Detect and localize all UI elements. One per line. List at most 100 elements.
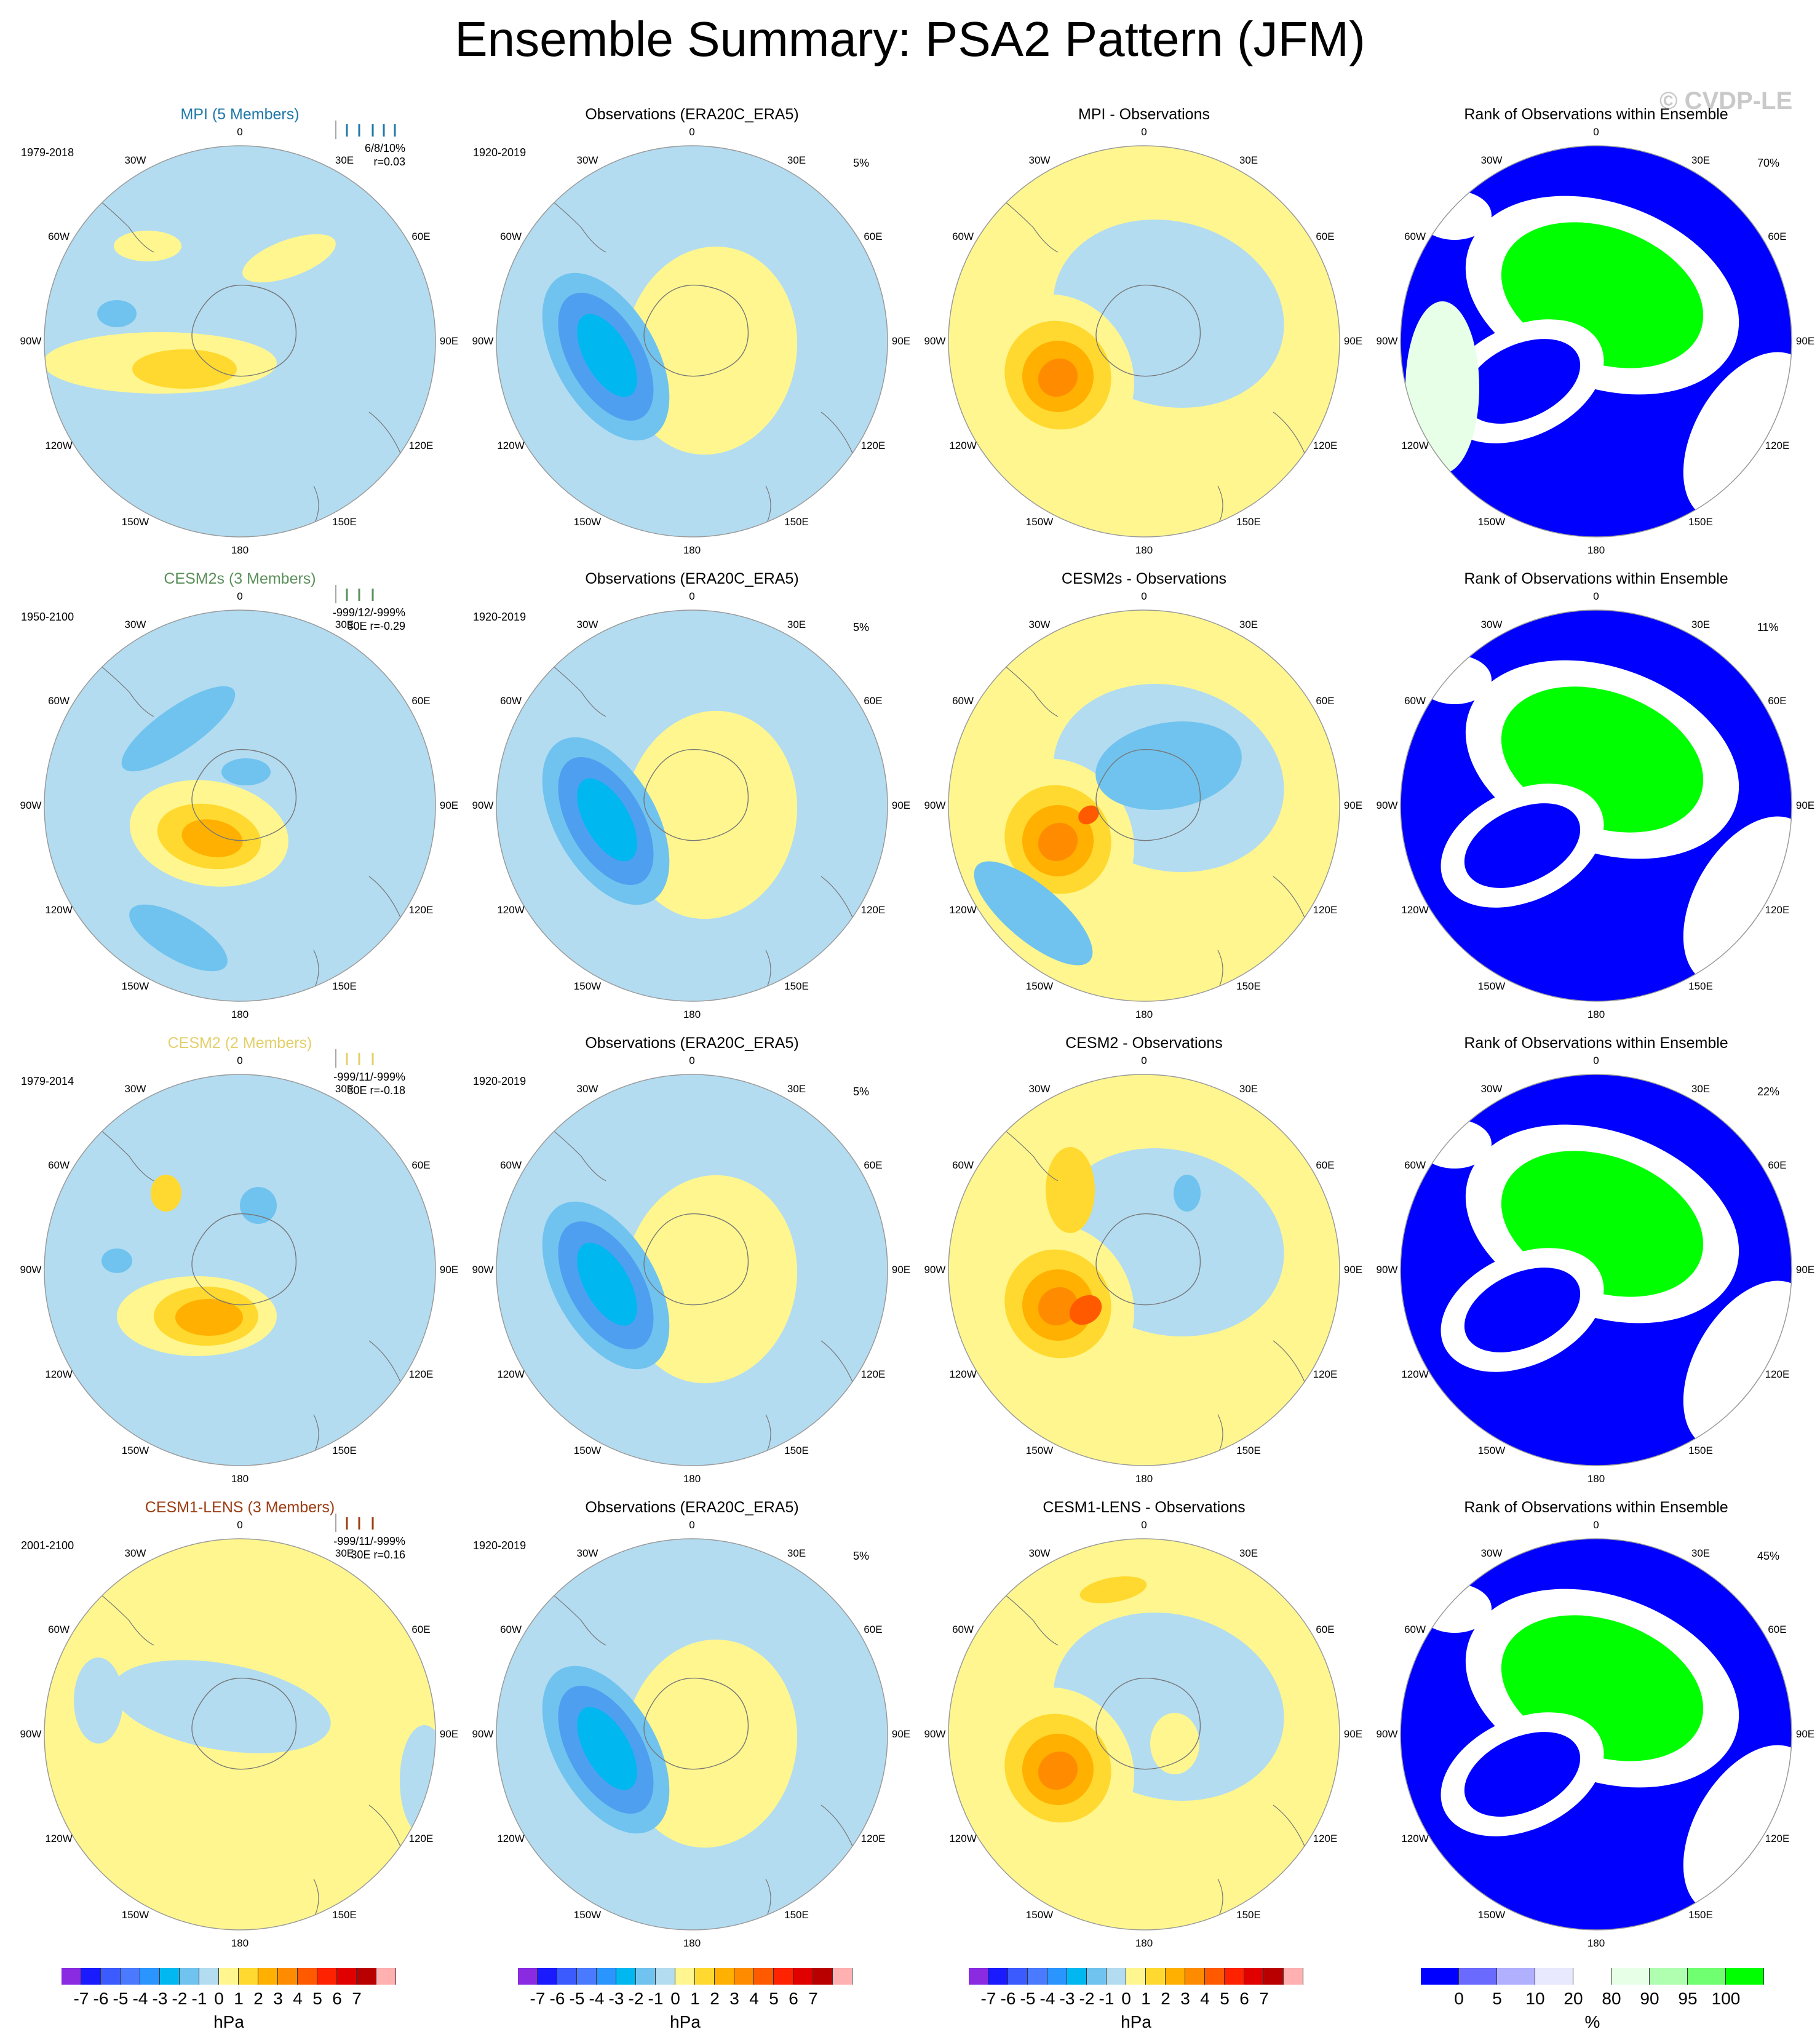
anomaly-contour [1150,1713,1199,1774]
rank-map [1400,1074,1792,1466]
longitude-label: 180 [231,1473,249,1485]
longitude-label: 60E [864,695,883,707]
longitude-label: 120W [497,440,525,451]
longitude-label: 30E [787,618,806,630]
rank-map [1400,1538,1792,1931]
longitude-label: 150E [1688,980,1713,993]
longitude-label: 60E [411,1624,431,1635]
colorbar-tick-label: 3 [729,1989,739,2008]
model-panel: 0 30E 60E 90E 120E 150E 180 150W 120W 90W 60W 30W CE… [20,557,459,1020]
model-map [44,1538,436,1931]
longitude-label: 60W [952,1159,974,1171]
period-label: 2001-2100 [21,1539,74,1552]
longitude-label: 180 [1587,1473,1605,1485]
longitude-label: 150W [573,516,602,528]
longitude-label: 0 [1141,1519,1147,1531]
longitude-label: 60W [952,695,974,707]
colorbar-box [317,1968,337,1985]
longitude-label: 0 [689,126,695,138]
longitude-label: 180 [1587,1009,1605,1020]
anomaly-contour [221,758,271,785]
longitude-label: 120E [408,1833,434,1844]
longitude-label: 90W [924,335,946,347]
longitude-label: 0 [1141,126,1147,138]
anomaly-contour [577,314,637,397]
colorbar-box [577,1968,597,1985]
panel-title: CESM1-LENS (3 Members) [145,1499,335,1516]
longitude-label: 180 [1135,1473,1153,1485]
colorbar-box [1244,1968,1264,1985]
longitude-label: 90E [439,800,459,811]
model-panel: 0 30E 60E 90E 120E 150E 180 150W 120W 90W 60W 30W CE… [20,1021,459,1485]
colorbar-tick-label: -6 [93,1989,109,2008]
colorbar-tick-label: -1 [191,1989,207,2008]
longitude-label: 120W [45,904,73,916]
longitude-label: 60E [411,695,431,707]
colorbar-tick-label: -3 [1059,1989,1075,2008]
anomaly-contour [974,861,1093,966]
colorbar-box [1650,1968,1688,1985]
longitude-label: 180 [683,544,701,556]
percent-label: 70% [1757,157,1780,169]
longitude-label: 30E [1239,618,1258,630]
longitude-label: 150E [784,1445,809,1457]
map-border [1400,1074,1792,1466]
longitude-label: 60E [1316,1159,1335,1171]
colorbar-box [219,1968,239,1985]
obs-map [496,1074,888,1466]
panel-title: MPI (5 Members) [180,106,300,123]
longitude-label: 120W [497,1368,525,1380]
colorbar-box [1284,1968,1303,1985]
longitude-label: 150E [1236,1445,1261,1457]
colorbar-tick-label: -7 [980,1989,996,2008]
longitude-label: 150W [121,1909,149,1921]
longitude-label: 150W [1025,980,1054,993]
colorbar-box [1047,1968,1067,1985]
obs-panel: 0 30E 60E 90E 120E 150E 180 150W 120W 90W 60W 30W Ob… [472,557,911,1020]
anomaly-contour [1046,1147,1095,1233]
colorbar-tick-label: 6 [332,1989,342,2008]
longitude-label: 180 [683,1937,701,1949]
longitude-label: 150W [1477,1909,1506,1921]
rank-region [1405,301,1479,474]
colorbar-tick-label: 20 [1564,1989,1583,2008]
longitude-label: 120W [1401,1833,1429,1844]
antarctica-coastline [191,284,297,377]
longitude-label: 90W [472,800,494,811]
longitude-label: 60E [864,1624,883,1635]
longitude-label: 0 [689,590,695,602]
longitude-label: 30W [576,154,598,166]
longitude-label: 120E [1765,1833,1790,1844]
longitude-label: 30W [576,1547,598,1559]
longitude-label: 30E [1691,1547,1711,1559]
longitude-label: 120E [860,1368,886,1380]
longitude-label: 90W [1376,1728,1398,1740]
longitude-label: 120W [949,1368,977,1380]
map-border [1400,609,1792,1002]
map-border [44,1074,436,1466]
colorbar-box [62,1968,81,1985]
longitude-label: 150E [1236,516,1261,528]
longitude-label: 30W [124,1547,146,1559]
longitude-label: 90E [891,800,911,811]
longitude-label: 60W [500,1624,522,1635]
colorbar-box [278,1968,298,1985]
longitude-label: 30W [1480,1547,1503,1559]
longitude-label: 90E [1343,800,1363,811]
longitude-label: 30W [124,154,146,166]
colorbar-tick-label: 0 [1454,1989,1464,2008]
colorbar-box [518,1968,538,1985]
panel-title: Rank of Observations within Ensemble [1464,1034,1728,1052]
colorbar-box [1126,1968,1146,1985]
longitude-label: 90W [1376,335,1398,347]
longitude-label: 30E [787,1082,806,1095]
colorbar-box [1535,1968,1573,1985]
longitude-label: 60W [952,1624,974,1635]
longitude-label: 30W [576,618,598,630]
watermark: © CVDP-LE [1659,87,1793,114]
anomaly-contour [1038,1287,1078,1326]
longitude-label: 120E [1765,440,1790,451]
colorbar-box [1008,1968,1028,1985]
longitude-label: 90E [891,335,911,347]
longitude-label: 90E [1795,800,1815,811]
